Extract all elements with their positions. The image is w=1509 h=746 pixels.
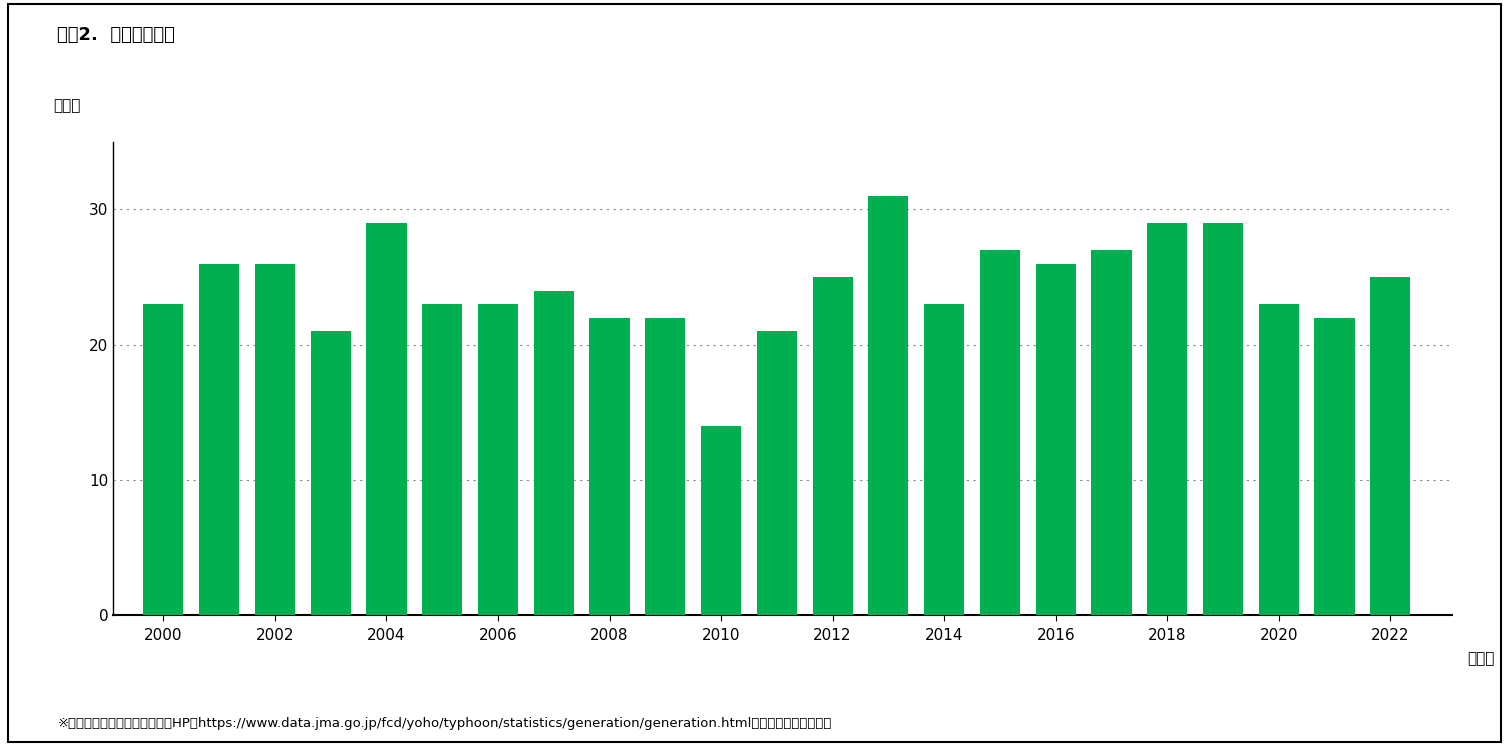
Bar	[311, 331, 350, 615]
Text: ※　「台風の発生数」（気象庁HP，https://www.data.jma.go.jp/fcd/yoho/typhoon/statistics/generati: ※ 「台風の発生数」（気象庁HP，https://www.data.jma.go…	[57, 717, 831, 730]
Bar	[979, 250, 1020, 615]
Bar	[255, 263, 294, 615]
Bar	[367, 223, 406, 615]
Bar	[1147, 223, 1188, 615]
Bar	[1035, 263, 1076, 615]
Bar	[702, 426, 741, 615]
Bar	[1314, 318, 1355, 615]
Bar	[924, 304, 964, 615]
Text: （年）: （年）	[1468, 651, 1495, 666]
Bar	[478, 304, 518, 615]
Bar	[423, 304, 462, 615]
Bar	[1203, 223, 1243, 615]
Text: （個）: （個）	[53, 98, 80, 113]
Bar	[199, 263, 240, 615]
Text: 図表2.  台風の発生数: 図表2. 台風の発生数	[57, 26, 175, 44]
Bar	[143, 304, 184, 615]
Bar	[590, 318, 629, 615]
Bar	[646, 318, 685, 615]
Bar	[756, 331, 797, 615]
Bar	[812, 277, 853, 615]
Bar	[534, 291, 573, 615]
Bar	[868, 196, 908, 615]
Bar	[1370, 277, 1411, 615]
Bar	[1259, 304, 1299, 615]
Bar	[1091, 250, 1132, 615]
